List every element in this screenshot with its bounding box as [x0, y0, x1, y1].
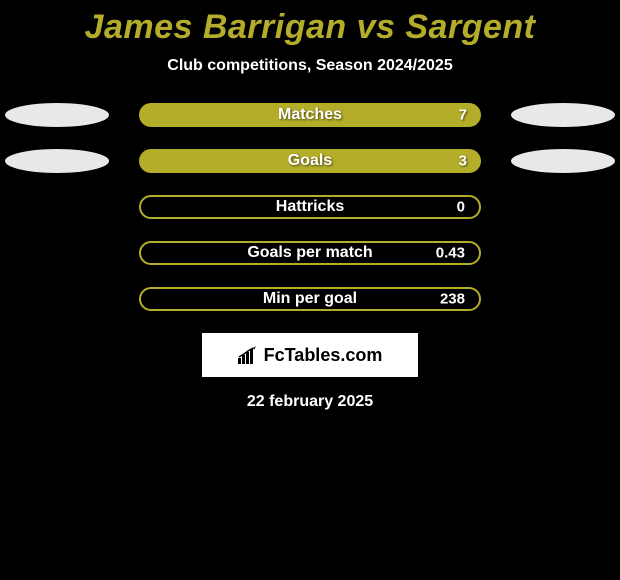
stat-bar: Goals 3 — [139, 149, 481, 173]
stat-label: Hattricks — [276, 198, 344, 216]
subtitle: Club competitions, Season 2024/2025 — [0, 57, 620, 75]
stat-label: Goals per match — [247, 244, 372, 262]
right-ellipse — [511, 149, 615, 173]
bar-chart-icon — [238, 346, 258, 364]
stat-bar: Matches 7 — [139, 103, 481, 127]
stat-row: Matches 7 — [0, 103, 620, 127]
date-label: 22 february 2025 — [0, 393, 620, 411]
stat-value: 0 — [457, 199, 465, 216]
stat-bar: Hattricks 0 — [139, 195, 481, 219]
stat-label: Goals — [288, 152, 332, 170]
stats-list: Matches 7 Goals 3 Hattricks 0 Goals per match 0… — [0, 103, 620, 311]
logo-box[interactable]: FcTables.com — [202, 333, 418, 377]
comparison-card: James Barrigan vs Sargent Club competiti… — [0, 0, 620, 411]
stat-row: Min per goal 238 — [0, 287, 620, 311]
stat-value: 3 — [459, 153, 467, 170]
stat-label: Min per goal — [263, 290, 357, 308]
stat-row: Hattricks 0 — [0, 195, 620, 219]
stat-value: 238 — [440, 291, 465, 308]
left-ellipse — [5, 149, 109, 173]
stat-value: 7 — [459, 107, 467, 124]
stat-bar: Goals per match 0.43 — [139, 241, 481, 265]
stat-row: Goals 3 — [0, 149, 620, 173]
right-ellipse — [511, 103, 615, 127]
stat-bar: Min per goal 238 — [139, 287, 481, 311]
stat-label: Matches — [278, 106, 342, 124]
stat-value: 0.43 — [436, 245, 465, 262]
page-title: James Barrigan vs Sargent — [0, 8, 620, 47]
logo-text: FcTables.com — [264, 345, 383, 366]
stat-row: Goals per match 0.43 — [0, 241, 620, 265]
left-ellipse — [5, 103, 109, 127]
